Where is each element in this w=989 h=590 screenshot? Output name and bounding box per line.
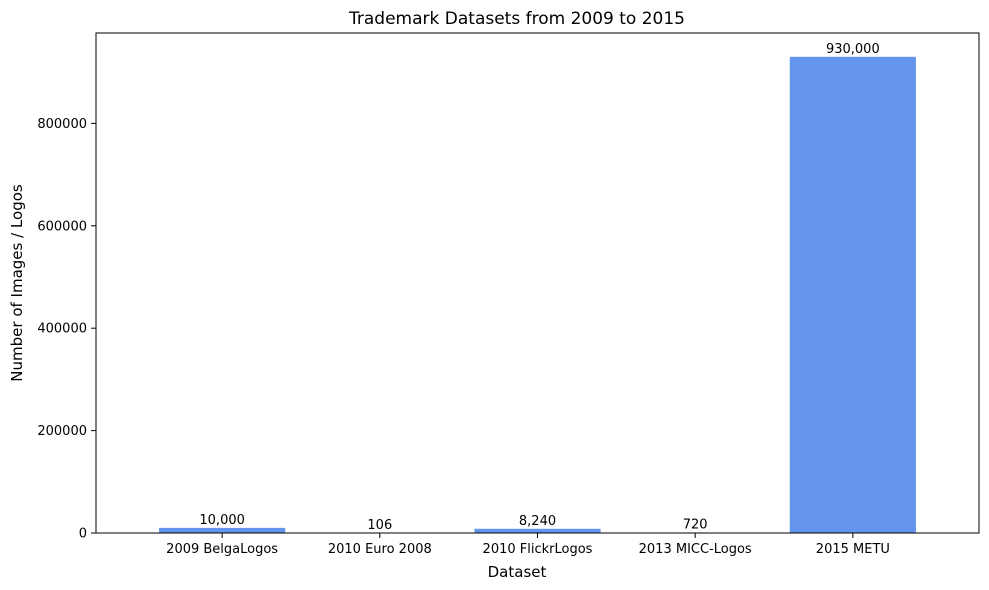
x-axis-label: Dataset bbox=[488, 563, 547, 581]
chart-title: Trademark Datasets from 2009 to 2015 bbox=[348, 9, 685, 29]
x-tick-label: 2010 FlickrLogos bbox=[483, 542, 593, 557]
y-tick-label: 0 bbox=[79, 527, 87, 542]
bar-value-label: 106 bbox=[367, 518, 392, 533]
y-tick-label: 400000 bbox=[37, 322, 87, 337]
bar bbox=[474, 528, 601, 533]
bar-value-label: 10,000 bbox=[199, 513, 245, 528]
x-tick-label: 2015 METU bbox=[816, 542, 890, 557]
y-axis-label: Number of Images / Logos bbox=[8, 184, 26, 382]
y-tick-label: 600000 bbox=[37, 219, 87, 234]
bar-value-label: 8,240 bbox=[519, 514, 556, 529]
x-tick-label: 2009 BelgaLogos bbox=[166, 542, 278, 557]
bar-value-label: 720 bbox=[683, 518, 708, 533]
bar-value-label: 930,000 bbox=[826, 42, 880, 57]
y-tick-label: 800000 bbox=[37, 117, 87, 132]
y-tick-label: 200000 bbox=[37, 424, 87, 439]
bar bbox=[789, 56, 916, 534]
bar bbox=[159, 527, 286, 533]
plot-area: 10,000 106 8,240 720 930,000 0 200000 400000 600… bbox=[37, 32, 980, 557]
x-tick-label: 2013 MICC-Logos bbox=[639, 542, 752, 557]
x-tick-label: 2010 Euro 2008 bbox=[328, 542, 432, 557]
